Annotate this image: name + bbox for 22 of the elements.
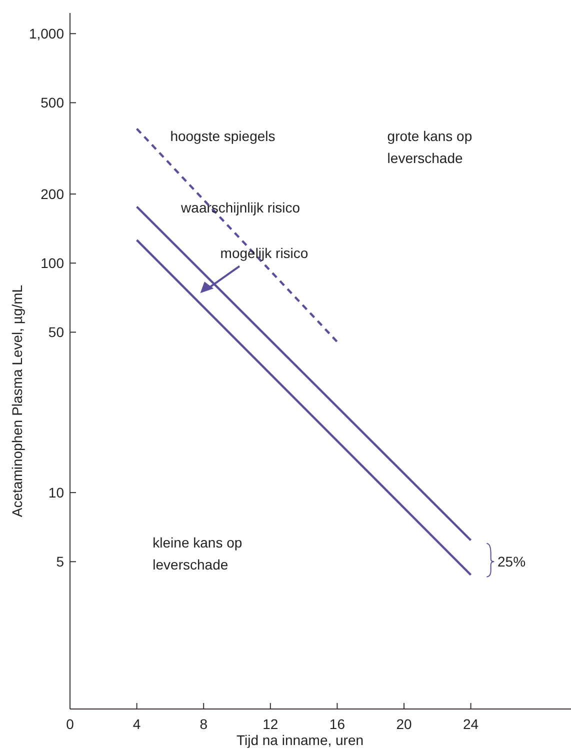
- x-tick-label: 8: [200, 716, 208, 732]
- y-tick-label: 5: [56, 554, 64, 570]
- annotation: hoogste spiegels: [170, 128, 276, 144]
- annotation: 25%: [498, 554, 526, 570]
- y-tick-label: 100: [40, 255, 64, 272]
- y-tick-label: 200: [40, 186, 64, 202]
- x-tick-label: 4: [132, 716, 141, 732]
- y-tick-label: 10: [48, 484, 64, 500]
- x-tick-label: 16: [329, 716, 346, 732]
- x-tick-label: 0: [66, 716, 74, 732]
- x-tick-label: 24: [463, 716, 479, 732]
- x-axis-title: Tijd na inname, uren: [236, 732, 364, 748]
- x-tick-label: 12: [262, 716, 278, 732]
- y-tick-label: 1,000: [28, 26, 64, 42]
- annotation: mogelijk risico: [220, 245, 308, 262]
- y-axis-title: Acetaminophen Plasma Level, µg/mL: [9, 284, 25, 518]
- y-tick-label: 50: [48, 324, 64, 340]
- annotation: waarschijnlijk risico: [180, 200, 300, 216]
- y-tick-label: 500: [40, 94, 64, 111]
- annotation: grote kans op leverschade: [387, 128, 472, 166]
- x-tick-label: 20: [396, 716, 412, 732]
- annotation: kleine kans op leverschade: [152, 534, 242, 572]
